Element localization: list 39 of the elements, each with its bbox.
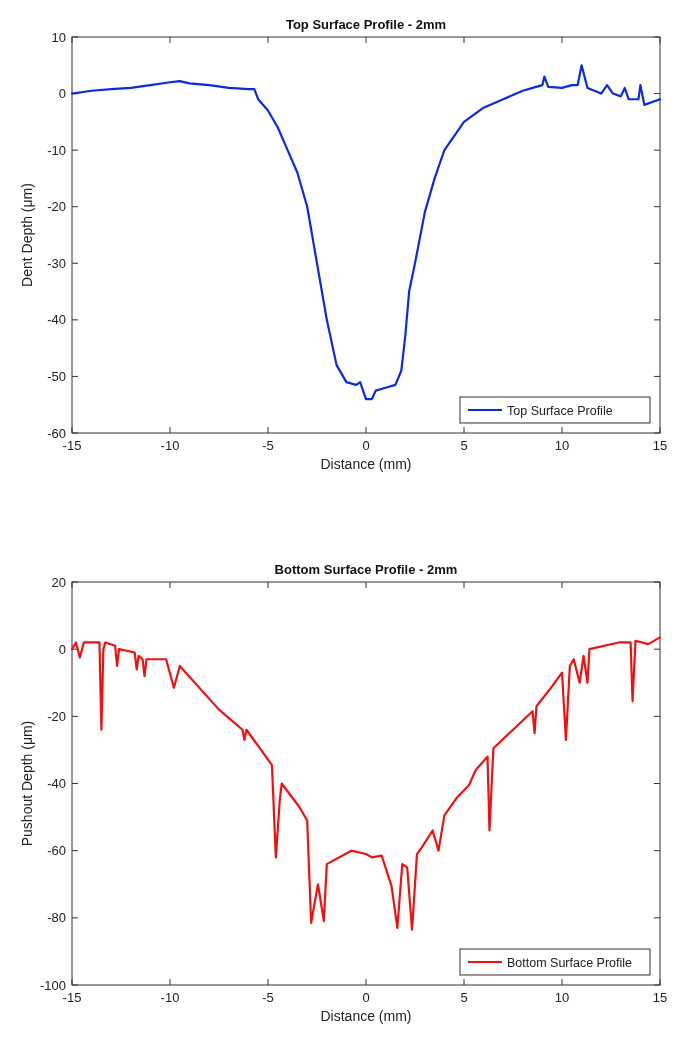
y-tick-label: 0 <box>58 641 66 657</box>
x-tick-label: 5 <box>460 438 468 453</box>
y-tick-label: -60 <box>47 425 66 441</box>
chart-title: Bottom Surface Profile - 2mm <box>274 562 458 577</box>
y-tick-label: -30 <box>47 255 66 271</box>
y-tick-label: -100 <box>39 977 66 993</box>
x-tick-label: -10 <box>160 438 180 453</box>
x-tick-label: 10 <box>554 438 570 453</box>
y-tick-label: -80 <box>47 910 66 926</box>
x-tick-label: 15 <box>652 990 668 1005</box>
x-tick-label: 0 <box>362 438 370 453</box>
x-tick-label: -10 <box>160 990 180 1005</box>
y-tick-label: 10 <box>51 29 66 45</box>
x-axis-title: Distance (mm) <box>320 1008 412 1024</box>
chart-title: Top Surface Profile - 2mm <box>285 17 447 32</box>
x-tick-label: -15 <box>62 438 82 453</box>
legend-label: Top Surface Profile <box>507 403 613 418</box>
x-tick-label: -5 <box>262 438 274 453</box>
legend-label: Bottom Surface Profile <box>507 955 633 970</box>
x-tick-label: 0 <box>362 990 370 1005</box>
y-tick-label: 0 <box>58 86 66 102</box>
y-tick-label: -10 <box>47 142 66 158</box>
y-tick-label: -50 <box>47 368 66 384</box>
y-tick-label: -40 <box>47 312 66 328</box>
y-tick-label: -40 <box>47 776 66 791</box>
line-series <box>70 636 662 931</box>
x-tick-label: 5 <box>460 990 468 1005</box>
line-series <box>70 64 662 401</box>
x-tick-label: 15 <box>652 438 668 453</box>
y-tick-label: 20 <box>51 574 66 590</box>
x-axis-title: Distance (mm) <box>320 456 412 472</box>
x-tick-label: -15 <box>62 990 82 1005</box>
y-tick-label: -20 <box>47 708 66 724</box>
y-tick-label: -60 <box>47 843 66 859</box>
y-axis-title: Pushout Depth (μm) <box>19 720 35 847</box>
y-axis-title: Dent Depth (μm) <box>19 183 35 287</box>
x-tick-label: -5 <box>262 990 274 1005</box>
x-tick-label: 10 <box>554 990 570 1005</box>
y-tick-label: -20 <box>47 199 66 215</box>
